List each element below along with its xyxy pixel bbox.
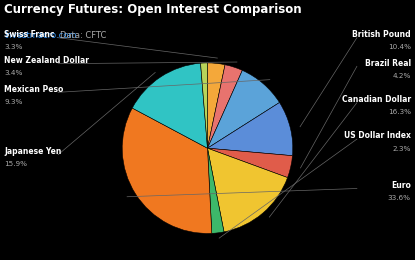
Text: Brazil Real: Brazil Real — [365, 58, 411, 68]
Wedge shape — [208, 63, 225, 148]
Text: 33.6%: 33.6% — [388, 195, 411, 201]
Text: Canadian Dollar: Canadian Dollar — [342, 95, 411, 104]
Wedge shape — [208, 148, 224, 233]
Text: 3.4%: 3.4% — [4, 70, 22, 76]
Text: Euro: Euro — [391, 181, 411, 190]
Wedge shape — [208, 65, 242, 148]
Wedge shape — [122, 108, 212, 233]
Text: 10.4%: 10.4% — [388, 44, 411, 50]
Text: 16.3%: 16.3% — [388, 109, 411, 115]
Text: Mexican Peso: Mexican Peso — [4, 84, 63, 94]
Wedge shape — [208, 148, 293, 178]
Text: US Dollar Index: US Dollar Index — [344, 131, 411, 140]
Text: New Zealand Dollar: New Zealand Dollar — [4, 56, 89, 65]
Text: 9.3%: 9.3% — [4, 99, 22, 105]
Text: Currency Futures: Open Interest Comparison: Currency Futures: Open Interest Comparis… — [4, 3, 302, 16]
Text: Investmacro.com: Investmacro.com — [4, 31, 77, 40]
Text: Japanese Yen: Japanese Yen — [4, 147, 61, 156]
Wedge shape — [132, 63, 208, 148]
Wedge shape — [208, 102, 293, 156]
Wedge shape — [200, 63, 208, 148]
Text: Swiss Franc: Swiss Franc — [4, 30, 55, 39]
Text: 4.2%: 4.2% — [393, 73, 411, 79]
Text: 2.3%: 2.3% — [393, 146, 411, 152]
Text: British Pound: British Pound — [352, 30, 411, 39]
Wedge shape — [208, 70, 280, 148]
Text: 3.3%: 3.3% — [4, 44, 22, 50]
Text: Data: CFTC: Data: CFTC — [60, 31, 107, 40]
Text: 15.9%: 15.9% — [4, 161, 27, 167]
Wedge shape — [208, 148, 288, 232]
